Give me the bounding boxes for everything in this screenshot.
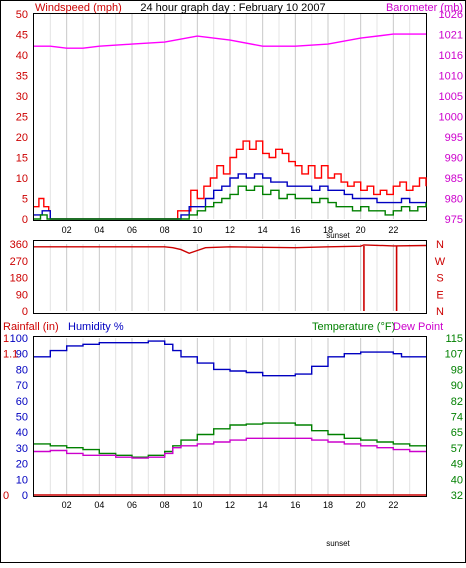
temp-tick-label: 74 (451, 412, 463, 424)
windspeed-label: Windspeed (mph) (35, 2, 122, 14)
x-tick-label: 02 (62, 225, 72, 235)
compass-label: S (436, 273, 443, 285)
humidity-tick-label: 60 (16, 396, 28, 408)
temp-tick-label: 98 (451, 364, 463, 376)
rainfall-label: Rainfall (in) (3, 321, 59, 333)
humidity-tick-label: 50 (16, 412, 28, 424)
series-temp (34, 422, 426, 458)
x-tick-label: 10 (192, 225, 202, 235)
x-tick-label: 10 (192, 500, 202, 510)
humidity-label: Humidity % (68, 321, 124, 333)
temp-tick-label: 82 (451, 396, 463, 408)
baro-tick-label: 1000 (439, 112, 463, 124)
baro-tick-label: 995 (445, 132, 463, 144)
direction-tick-label: 90 (16, 289, 28, 301)
x-tick-label: 02 (62, 500, 72, 510)
humidity-tick-label: 80 (16, 364, 28, 376)
temp-tick-label: 49 (451, 459, 463, 471)
humidity-tick-label: 100 (10, 333, 28, 345)
wind-tick-label: 40 (16, 50, 28, 62)
x-tick-label: 22 (388, 225, 398, 235)
barometer-label: Barometer (mb) (386, 2, 463, 14)
x-tick-label: 08 (160, 225, 170, 235)
x-tick-label: 04 (94, 225, 104, 235)
wind-tick-label: 15 (16, 153, 28, 165)
x-tick-label: 22 (388, 500, 398, 510)
baro-tick-label: 985 (445, 173, 463, 185)
rain-tick-label: 1 (3, 333, 9, 345)
direction-tick-label: 360 (10, 239, 28, 251)
series-gust (34, 140, 427, 220)
compass-label: N (436, 239, 444, 251)
series-avg (34, 173, 426, 220)
direction-tick-label: 270 (10, 256, 28, 268)
humidity-tick-label: 90 (16, 349, 28, 361)
dewpoint-label: Dew Point (393, 321, 443, 333)
wind-tick-label: 35 (16, 71, 28, 83)
temp-tick-label: 32 (451, 490, 463, 502)
series-baro (34, 33, 426, 49)
x-tick-label: 06 (127, 225, 137, 235)
direction-tick-label: 0 (22, 306, 28, 318)
rain-tick-label: 1.1 (3, 349, 18, 361)
series-green (34, 185, 427, 220)
direction-tick-label: 180 (10, 273, 28, 285)
wind-tick-label: 0 (22, 214, 28, 226)
temperature-label: Temperature (°F) (312, 321, 395, 333)
x-tick-label: 12 (225, 500, 235, 510)
wind-tick-label: 50 (16, 9, 28, 21)
x-tick-label: 20 (356, 225, 366, 235)
temp-tick-label: 90 (451, 380, 463, 392)
humidity-tick-label: 30 (16, 443, 28, 455)
humidity-tick-label: 20 (16, 459, 28, 471)
x-tick-label: 06 (127, 500, 137, 510)
temp-tick-label: 40 (451, 474, 463, 486)
humidity-tick-label: 10 (16, 474, 28, 486)
compass-label: E (436, 289, 443, 301)
x-tick-label: 14 (258, 225, 268, 235)
x-tick-label: 08 (160, 500, 170, 510)
baro-tick-label: 1016 (439, 50, 463, 62)
baro-tick-label: 1010 (439, 71, 463, 83)
series-dew (34, 437, 426, 459)
wind-tick-label: 5 (22, 194, 28, 206)
x-tick-label: 12 (225, 225, 235, 235)
rain-tick-label: 0 (3, 490, 9, 502)
x-tick-label: 18 (323, 500, 333, 510)
sunset-marker-top: sunset (326, 231, 350, 240)
temp-tick-label: 65 (451, 427, 463, 439)
baro-tick-label: 1026 (439, 9, 463, 21)
baro-tick-label: 990 (445, 153, 463, 165)
wind-tick-label: 20 (16, 132, 28, 144)
series-direction (34, 244, 427, 255)
temp-tick-label: 115 (445, 333, 463, 345)
humidity-tick-label: 40 (16, 427, 28, 439)
wind-tick-label: 30 (16, 91, 28, 103)
x-tick-label: 16 (290, 225, 300, 235)
x-tick-label: 04 (94, 500, 104, 510)
compass-label: N (436, 306, 444, 318)
wind-tick-label: 45 (16, 30, 28, 42)
x-tick-label: 18 (323, 225, 333, 235)
sunset-marker-bottom: sunset (326, 539, 350, 548)
x-tick-label: 20 (356, 500, 366, 510)
humidity-tick-label: 70 (16, 380, 28, 392)
temp-tick-label: 107 (445, 349, 463, 361)
wind-tick-label: 10 (16, 173, 28, 185)
compass-label: W (435, 256, 446, 268)
x-tick-label: 16 (290, 500, 300, 510)
baro-tick-label: 1005 (439, 91, 463, 103)
humidity-tick-label: 0 (22, 490, 28, 502)
baro-tick-label: 1021 (439, 30, 463, 42)
x-tick-label: 14 (258, 500, 268, 510)
baro-tick-label: 975 (445, 214, 463, 226)
series-humidity (34, 340, 426, 377)
graph-title: 24 hour graph day : February 10 2007 (140, 2, 325, 14)
wind-tick-label: 25 (16, 112, 28, 124)
baro-tick-label: 980 (445, 194, 463, 206)
temp-tick-label: 57 (451, 443, 463, 455)
